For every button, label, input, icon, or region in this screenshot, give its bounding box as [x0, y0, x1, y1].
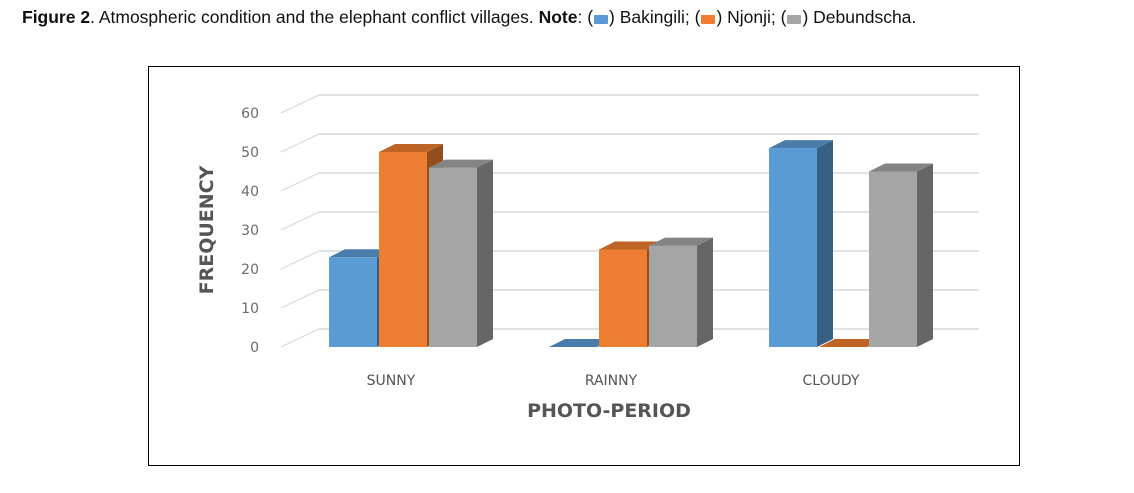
gridline-edge — [280, 94, 320, 114]
bar-bakingili-sunny — [329, 257, 377, 347]
x-tick-label: RAINNY — [585, 373, 638, 389]
gridline-edge — [280, 211, 320, 231]
bar-njonji-rainny — [599, 249, 647, 347]
bar-debundscha-sunny — [429, 167, 477, 347]
caption-colon: : — [577, 7, 588, 27]
legend-swatch-debundscha — [787, 15, 802, 24]
y-tick-label: 30 — [241, 223, 259, 239]
bar-njonji-sunny — [379, 152, 427, 347]
y-axis-label: FREQUENCY — [196, 165, 218, 294]
y-tick-label: 20 — [241, 262, 259, 278]
bar-side — [817, 140, 833, 347]
x-axis-label: PHOTO-PERIOD — [527, 400, 691, 422]
figure-caption: Figure 2. Atmospheric condition and the … — [22, 7, 916, 28]
legend-swatch-bakingili — [594, 15, 609, 24]
bar-side — [917, 163, 933, 347]
y-tick-label: 10 — [241, 301, 259, 317]
gridline-edge — [280, 289, 320, 309]
caption-paren: ( — [694, 7, 701, 27]
bar-top — [429, 159, 493, 168]
legend-label-debundscha: ) Debundscha. — [802, 7, 917, 27]
gridline-edge — [280, 172, 320, 192]
bar-top — [649, 237, 713, 246]
bar-top — [379, 144, 443, 152]
gridline-edge — [280, 133, 320, 153]
y-tick-label: 60 — [241, 106, 259, 122]
gridline-edge — [280, 250, 320, 270]
bar-side — [477, 159, 493, 347]
note-label: Note — [538, 7, 578, 27]
caption-paren: ( — [780, 7, 787, 27]
y-tick-label: 50 — [241, 145, 259, 161]
bar-debundscha-rainny — [649, 245, 697, 347]
figure-number: Figure 2 — [22, 7, 91, 27]
bar-bakingili-cloudy — [769, 148, 817, 347]
bar-debundscha-cloudy — [869, 171, 917, 347]
legend-label-bakingili: ) Bakingili; — [609, 7, 695, 27]
bar-top — [769, 140, 833, 149]
legend-label-njonji: ) Njonji; — [716, 7, 781, 27]
bar-chart: 0 10 20 30 40 50 60 SUNNY RAINNY CLOUDY PHOTO-PERI… — [196, 94, 979, 422]
bar-side — [697, 237, 713, 347]
chart-frame: 0 10 20 30 40 50 60 SUNNY RAINNY CLOUDY PHOTO-PERI… — [148, 66, 1020, 466]
bar-top — [329, 249, 393, 258]
bar-top — [819, 339, 883, 347]
bar-top — [549, 339, 613, 347]
caption-text: . Atmospheric condition and the elephant… — [90, 7, 534, 27]
gridline-edge — [280, 328, 320, 348]
x-tick-label: CLOUDY — [803, 373, 860, 389]
bar-top — [869, 163, 933, 172]
x-tick-label: SUNNY — [367, 373, 416, 389]
y-tick-label: 0 — [250, 340, 259, 356]
caption-paren: ( — [587, 7, 594, 27]
y-tick-label: 40 — [241, 184, 259, 200]
legend-swatch-njonji — [701, 15, 716, 24]
bar-top — [599, 241, 663, 250]
